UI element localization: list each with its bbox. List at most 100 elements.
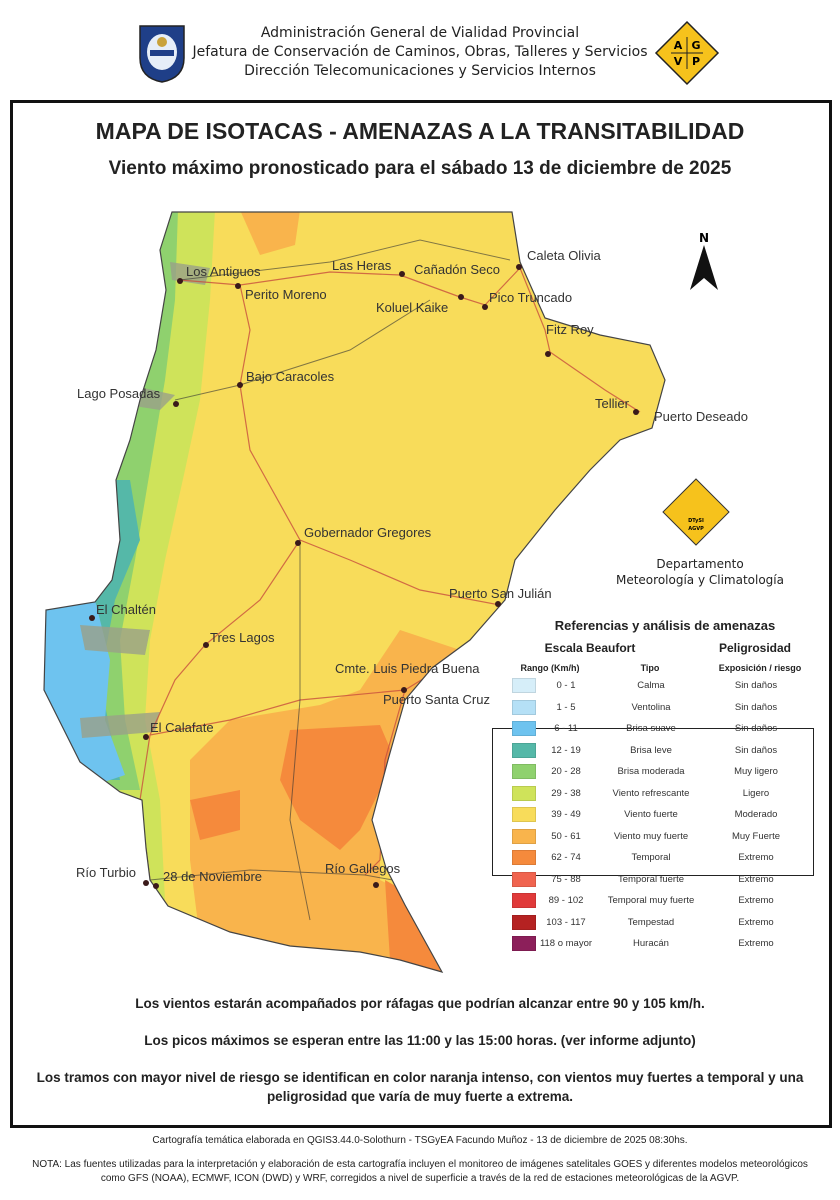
legend-range: 20 - 28: [551, 766, 581, 778]
header-line-3: Dirección Telecomunicaciones y Servicios…: [244, 63, 596, 79]
legend-col-risk: Exposición / riesgo: [718, 663, 802, 673]
legend-row: 62 - 74 Temporal Extremo: [490, 847, 820, 869]
province-seal-logo: [136, 22, 188, 84]
note-risk-sections: Los tramos con mayor nivel de riesgo se …: [36, 1070, 804, 1104]
legend-range: 50 - 61: [551, 830, 581, 842]
legend-risk: Extremo: [738, 895, 774, 907]
legend-range: 1 - 5: [556, 701, 576, 713]
dtysi-logo: DTySI AGVP: [662, 478, 730, 546]
legend-type: Brisa moderada: [617, 766, 685, 778]
legend-row: 39 - 49 Viento fuerte Moderado: [490, 804, 820, 826]
legend-type: Temporal fuerte: [617, 873, 684, 885]
legend-type: Viento fuerte: [624, 809, 678, 821]
city-canadon-seco: Cañadón Seco: [414, 262, 500, 277]
legend-row: 118 o mayor Huracán Extremo: [490, 933, 820, 955]
legend-range: 0 - 1: [556, 680, 576, 692]
legend-type: Ventolina: [631, 701, 671, 713]
legend-swatch: [512, 893, 536, 909]
city-lago-posadas: Lago Posadas: [77, 386, 161, 401]
dtysi-logo-agvp: AGVP: [688, 526, 704, 532]
legend-row: 20 - 28 Brisa moderada Muy ligero: [490, 761, 820, 783]
legend-row: 50 - 61 Viento muy fuerte Muy Fuerte: [490, 826, 820, 848]
legend-type: Calma: [637, 680, 665, 692]
north-label: N: [699, 231, 709, 245]
note-gusts: Los vientos estarán acompañados por ráfa…: [135, 996, 705, 1011]
legend-range: 75 - 88: [551, 873, 581, 885]
legend-swatch: [512, 785, 536, 801]
department-line-2: Meteorología y Climatología: [615, 573, 784, 587]
isotach-map: N Los Antiguos Perito Moreno Las Heras C…: [43, 211, 748, 973]
zone-temporal-1: [280, 725, 395, 850]
legend-type: Huracán: [633, 938, 669, 950]
legend-type: Viento muy fuerte: [613, 830, 689, 842]
legend-swatch: [512, 936, 536, 952]
railways-and-limits: [149, 239, 511, 921]
footer-credit: Cartografía temática elaborada en QGIS3.…: [152, 1135, 688, 1146]
legend-risk: Muy ligero: [734, 766, 778, 778]
footer: Cartografía temática elaborada en QGIS3.…: [0, 1134, 840, 1186]
city-puerto-san-julian: Puerto San Julián: [449, 586, 552, 601]
city-tres-lagos: Tres Lagos: [210, 630, 275, 645]
agvp-letter-g: G: [691, 39, 700, 52]
department-label: Departamento Meteorología y Climatología: [600, 556, 800, 588]
city-koluel-kaike: Koluel Kaike: [376, 300, 448, 315]
legend-row: 103 - 117 Tempestad Extremo: [490, 912, 820, 934]
header-line-2: Jefatura de Conservación de Caminos, Obr…: [192, 44, 648, 60]
legend-risk: Ligero: [742, 787, 770, 799]
legend-swatch: [512, 699, 536, 715]
header: Administración General de Vialidad Provi…: [0, 24, 840, 81]
legend-swatch: [512, 678, 536, 694]
legend-swatch: [512, 914, 536, 930]
note-peak-hours: Los picos máximos se esperan entre las 1…: [144, 1033, 696, 1048]
city-rio-gallegos: Río Gallegos: [325, 861, 401, 876]
legend-swatch: [512, 828, 536, 844]
footer-note: NOTA: Las fuentes utilizadas para la int…: [32, 1159, 808, 1184]
legend-row: 0 - 1 Calma Sin daños: [490, 675, 820, 697]
zone-viento-muy-fuerte-north: [240, 212, 300, 255]
legend: Referencias y análisis de amenazas Escal…: [490, 618, 820, 955]
legend-range: 39 - 49: [551, 809, 581, 821]
header-line-1: Administración General de Vialidad Provi…: [260, 25, 580, 41]
legend-row: 89 - 102 Temporal muy fuerte Extremo: [490, 890, 820, 912]
legend-range: 12 - 19: [551, 744, 581, 756]
page-subtitle: Viento máximo pronosticado para el sábad…: [108, 158, 732, 179]
legend-type: Brisa leve: [630, 744, 672, 756]
agvp-letter-v: V: [674, 55, 683, 68]
legend-swatch: [512, 807, 536, 823]
legend-risk: Extremo: [738, 873, 774, 885]
legend-type: Temporal: [631, 852, 671, 864]
legend-type: Temporal muy fuerte: [607, 895, 695, 907]
legend-row: 6 - 11 Brisa suave Sin daños: [490, 718, 820, 740]
city-los-antiguos: Los Antiguos: [186, 264, 261, 279]
dtysi-logo-text: DTySI: [688, 518, 704, 524]
city-el-chalten: El Chaltén: [96, 602, 156, 617]
legend-risk: Moderado: [734, 809, 778, 821]
legend-range: 118 o mayor: [539, 938, 593, 950]
legend-risk: Sin daños: [734, 701, 778, 713]
map-frame: [10, 100, 832, 1128]
legend-row: 12 - 19 Brisa leve Sin daños: [490, 740, 820, 762]
legend-risk: Extremo: [738, 938, 774, 950]
legend-row: 29 - 38 Viento refrescante Ligero: [490, 783, 820, 805]
legend-title: Referencias y análisis de amenazas: [554, 618, 776, 633]
legend-swatch: [512, 721, 536, 737]
legend-swatch: [512, 742, 536, 758]
legend-risk: Sin daños: [734, 680, 778, 692]
legend-risk: Extremo: [738, 852, 774, 864]
legend-swatch: [512, 871, 536, 887]
legend-type: Brisa suave: [626, 723, 676, 735]
north-arrow-icon: N: [690, 231, 718, 290]
city-pico-truncado: Pico Truncado: [489, 290, 572, 305]
legend-type: Tempestad: [627, 916, 675, 928]
legend-risk: Muy Fuerte: [731, 830, 781, 842]
agvp-letter-p: P: [692, 55, 700, 68]
zone-temporal-2: [190, 790, 240, 840]
legend-row: 1 - 5 Ventolina Sin daños: [490, 697, 820, 719]
city-markers: [89, 264, 639, 889]
city-el-calafate: El Calafate: [150, 720, 214, 735]
lake: [80, 712, 160, 738]
city-puerto-deseado: Puerto Deseado: [654, 409, 748, 424]
legend-beaufort-heading: Escala Beaufort: [544, 641, 636, 655]
legend-col-range: Rango (Km/h): [520, 663, 580, 673]
legend-range: 29 - 38: [551, 787, 581, 799]
